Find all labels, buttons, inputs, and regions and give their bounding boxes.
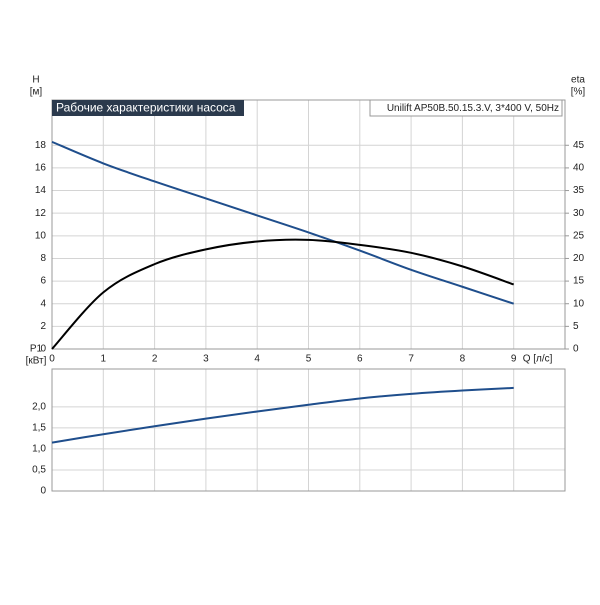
y2-tick-label: 10 <box>573 298 585 309</box>
y2-tick-label: 40 <box>573 163 585 174</box>
y-tick-label: 12 <box>35 208 47 219</box>
plot-frame <box>51 368 566 492</box>
x-tick-label: 6 <box>357 354 363 365</box>
y2-tick-label: 35 <box>573 185 585 196</box>
y-tick-label: 0 <box>40 344 46 355</box>
y2-axis-label: eta <box>571 75 585 86</box>
x-tick-label: 9 <box>511 354 517 365</box>
y-tick-label: 10 <box>35 230 47 241</box>
y2-tick-label: 15 <box>573 276 585 287</box>
y-tick-label: 18 <box>35 140 47 151</box>
title-box <box>52 100 244 116</box>
plot-frame <box>51 99 566 350</box>
y-tick-label: 6 <box>40 276 46 287</box>
chart-subtitle: Unilift AP50B.50.15.3.V, 3*400 V, 50Hz <box>387 103 559 114</box>
y-tick-label: 8 <box>40 253 46 264</box>
subtitle-box <box>369 99 563 117</box>
x-tick-label: 5 <box>306 354 312 365</box>
y-tick-label: 14 <box>35 185 47 196</box>
x-tick-label: 0 <box>49 354 55 365</box>
x-tick-label: 8 <box>460 354 466 365</box>
x-axis-label: Q [л/с] <box>523 354 553 365</box>
y-tick-label: 1,0 <box>32 444 46 455</box>
chart-title: Рабочие характеристики насоса <box>56 101 236 115</box>
y-axis-unit: [кВт] <box>26 356 47 367</box>
x-tick-label: 7 <box>408 354 414 365</box>
y2-tick-label: 25 <box>573 230 585 241</box>
y2-tick-label: 20 <box>573 253 585 264</box>
x-tick-label: 2 <box>152 354 158 365</box>
y-tick-label: 4 <box>40 298 46 309</box>
y-tick-label: 2,0 <box>32 402 46 413</box>
y2-tick-label: 0 <box>573 344 579 355</box>
y-tick-label: 0 <box>40 486 46 497</box>
y2-tick-label: 5 <box>573 321 579 332</box>
y-tick-label: 2 <box>40 321 46 332</box>
y2-tick-label: 45 <box>573 140 585 151</box>
x-tick-label: 4 <box>254 354 260 365</box>
x-tick-label: 1 <box>101 354 107 365</box>
series-line <box>51 140 515 305</box>
series-line <box>51 386 514 444</box>
y-axis-label: P1 <box>30 344 43 355</box>
y2-axis-unit: [%] <box>571 87 586 98</box>
x-tick-label: 3 <box>203 354 209 365</box>
y2-tick-label: 30 <box>573 208 585 219</box>
y-axis-unit: [м] <box>30 87 43 98</box>
series-line <box>51 238 515 350</box>
y-tick-label: 0,5 <box>32 465 46 476</box>
y-axis-label: H <box>32 75 39 86</box>
y-tick-label: 1,5 <box>32 423 46 434</box>
y-tick-label: 16 <box>35 163 47 174</box>
